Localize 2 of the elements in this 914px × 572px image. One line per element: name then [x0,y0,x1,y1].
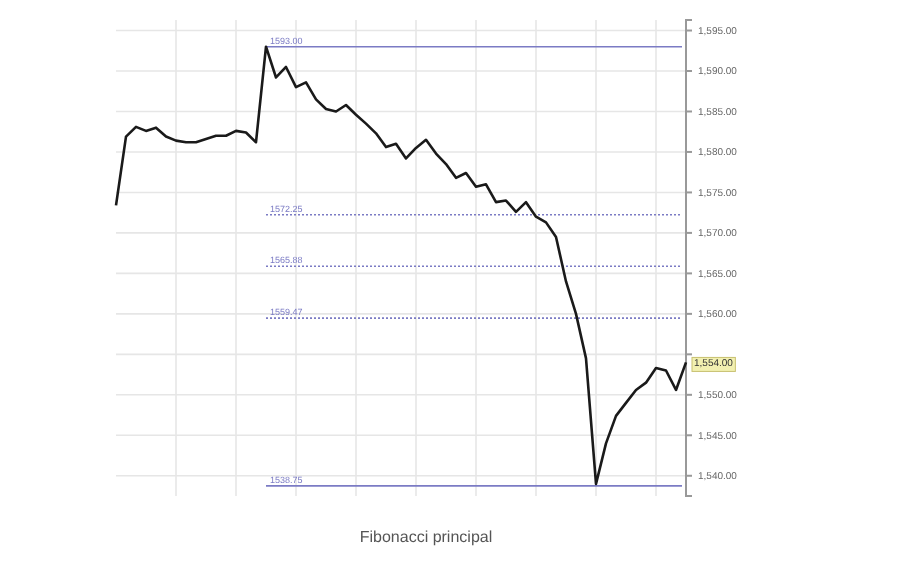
text: Fibonacci principal [359,528,493,546]
line-series [114,45,688,486]
